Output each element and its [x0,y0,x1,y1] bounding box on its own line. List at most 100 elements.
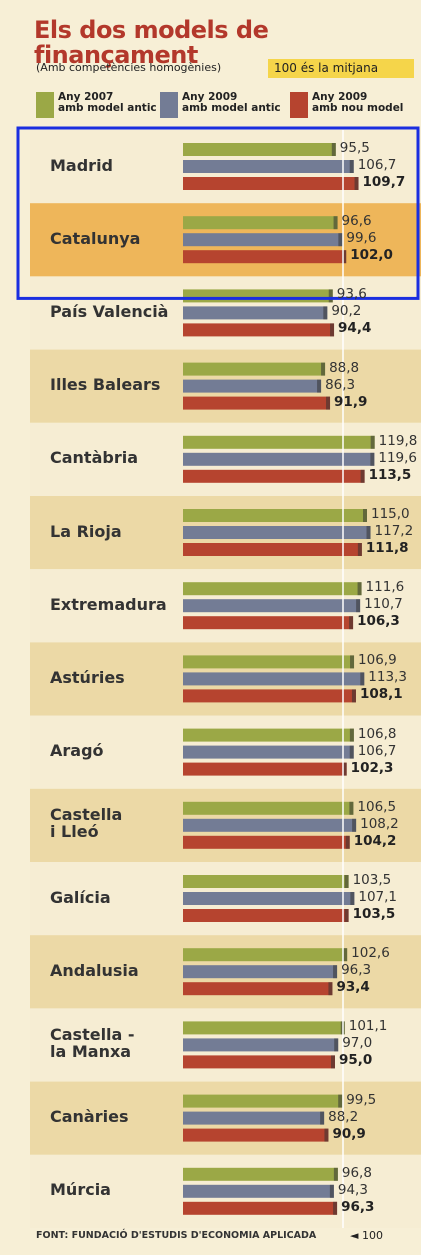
category-label: Castella - la Manxa [50,1025,135,1061]
bar-end [349,801,354,815]
bar-end [338,1094,343,1108]
value-label: 96,8 [341,1164,372,1181]
bar [183,396,331,410]
value-label: 106,5 [357,798,397,815]
legend-swatch [36,92,54,118]
bar-end [328,289,333,303]
bar [183,250,347,264]
value-label: 102,3 [350,759,394,776]
value-label: 106,3 [357,613,400,630]
value-label: 110,7 [364,596,403,613]
value-label: 108,1 [359,686,403,703]
value-label: 117,2 [374,523,414,539]
bar-end [323,306,328,320]
value-label: 111,8 [365,540,409,556]
bar-end [329,1184,334,1198]
bar [183,160,354,173]
value-label: 95,0 [339,1052,373,1069]
bar [183,1184,334,1198]
bar [183,526,371,539]
bar [183,875,349,888]
bar [183,762,347,776]
footer-bg [30,1228,421,1255]
value-label: 113,5 [368,466,412,483]
bar [183,982,333,996]
value-label: 90,9 [332,1125,366,1142]
value-label: 106,7 [357,157,397,173]
bar-end [342,250,347,264]
bar-end [370,435,375,449]
bar [183,948,348,962]
category-label: Illes Balears [50,375,161,395]
bar [183,543,362,556]
value-label: 119,6 [378,449,418,466]
bar [183,1038,339,1052]
bar-end [350,655,355,669]
bar-end [357,582,362,596]
value-label: 106,8 [357,725,397,742]
bar-end [333,1201,338,1215]
legend-label: Any 2007 amb model antic [58,91,157,115]
chart-title: Els dos models de finançament [34,16,269,70]
bar [183,1021,345,1035]
highlight-box [16,126,420,300]
category-label: Múrcia [50,1180,111,1200]
bar-end [326,396,331,410]
value-label: 96,3 [341,962,372,979]
bar-end [328,982,333,996]
value-label: 86,3 [325,376,356,393]
category-label: La Rioja [50,521,122,541]
category-label: Extremadura [50,594,167,614]
bar-end [352,818,357,832]
category-label: Canàries [50,1107,129,1127]
reference-label: ◄ 100 [350,1229,383,1242]
value-label: 109,7 [362,174,406,190]
bar [183,745,354,759]
bar [183,143,336,156]
category-label: Catalunya [50,228,141,248]
bar [183,1128,329,1142]
value-label: 108,2 [360,815,399,832]
value-label: 96,3 [341,1198,375,1215]
bar [183,672,365,686]
value-label: 103,5 [352,872,392,888]
bar-end [331,143,336,156]
category-label: Astúries [50,668,125,687]
value-label: 99,6 [346,230,377,247]
value-label: 102,0 [350,247,393,264]
bar [183,452,375,466]
bar [183,965,338,979]
category-label: Aragó [50,741,104,761]
bar-end [338,233,343,247]
legend-swatch [290,92,308,118]
value-label: 95,5 [339,140,370,156]
bar-end [344,909,349,922]
category-label: Madrid [50,155,113,175]
bar-end [351,689,356,703]
bar [183,233,343,247]
category-label: Cantàbria [50,448,138,468]
bar [183,379,322,393]
bar [183,818,357,832]
value-label: 93,4 [336,979,370,996]
value-label: 111,6 [365,579,405,596]
value-label: 96,6 [341,213,372,230]
bar-end [317,379,322,393]
bar-end [333,216,338,230]
value-label: 93,6 [336,286,367,303]
bar [183,1055,335,1069]
bar-end [349,160,354,173]
bar [183,1094,343,1108]
bar [183,509,367,522]
bar-end [330,323,335,337]
annotation: 100 és la mitjana [268,59,414,78]
value-label: 119,8 [378,432,418,449]
value-label: 99,5 [346,1091,377,1108]
value-label: 103,5 [352,906,396,922]
category-label: Castella i Lleó [50,805,123,842]
bar-end [343,948,348,962]
value-label: 113,3 [368,669,407,686]
bar [183,469,365,483]
bar [183,362,326,376]
